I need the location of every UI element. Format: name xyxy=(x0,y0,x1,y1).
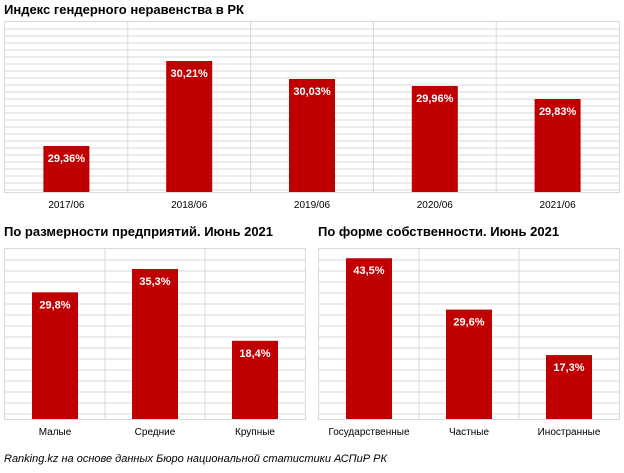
chart-1-title: Индекс гендерного неравенства в РК xyxy=(4,2,244,17)
bar xyxy=(346,258,392,419)
bar xyxy=(534,99,581,192)
bar xyxy=(446,309,492,419)
data-label: 29,6% xyxy=(453,317,484,329)
x-tick-label: 2020/06 xyxy=(417,200,454,211)
source-note: Ranking.kz на основе данных Бюро национа… xyxy=(4,453,387,465)
bar xyxy=(232,340,278,419)
x-tick-label: 2021/06 xyxy=(540,200,577,211)
x-tick-label: Государственные xyxy=(328,427,410,438)
data-label: 29,96% xyxy=(416,93,454,105)
chart-2-panel: 29,8% Малые 35,3% Средние 18,4% Крупные xyxy=(4,248,306,438)
chart-3-title: По форме собственности. Июнь 2021 xyxy=(318,224,560,239)
bar xyxy=(546,355,592,419)
x-tick-label: Малые xyxy=(39,427,72,438)
data-label: 30,03% xyxy=(293,86,331,98)
chart-2-title: По размерности предприятий. Июнь 2021 xyxy=(4,224,274,239)
bar xyxy=(43,146,90,192)
bar xyxy=(166,61,213,192)
bar xyxy=(132,268,178,419)
chart-3-panel: 43,5% Государственные 29,6% Частные 17,3% Ино… xyxy=(318,248,620,438)
data-label: 29,83% xyxy=(539,106,577,118)
x-tick-label: 2018/06 xyxy=(171,200,208,211)
bar xyxy=(289,79,335,192)
x-tick-label: Средние xyxy=(135,427,176,438)
chart-1-plot: 29,36% 2017/06 30,21% 2018/06 30,03% 2019/06 2… xyxy=(5,22,619,211)
x-tick-label: Иностранные xyxy=(538,427,601,438)
x-tick-label: Крупные xyxy=(235,427,275,438)
data-label: 43,5% xyxy=(353,265,384,277)
x-tick-label: 2017/06 xyxy=(48,200,85,211)
data-label: 29,8% xyxy=(39,299,70,311)
data-label: 18,4% xyxy=(239,348,270,360)
x-tick-label: 2019/06 xyxy=(294,200,331,211)
bar xyxy=(32,292,78,419)
bar xyxy=(411,86,458,192)
chart-2-plot: 29,8% Малые 35,3% Средние 18,4% Крупные xyxy=(5,249,305,438)
x-tick-label: Частные xyxy=(449,427,490,438)
data-label: 17,3% xyxy=(553,362,584,374)
chart-1-panel: 29,36% 2017/06 30,21% 2018/06 30,03% 2019/06 2… xyxy=(4,21,620,211)
data-label: 35,3% xyxy=(139,276,170,288)
data-label: 30,21% xyxy=(171,68,209,80)
data-label: 29,36% xyxy=(48,153,86,165)
chart-3-plot: 43,5% Государственные 29,6% Частные 17,3% Ино… xyxy=(319,249,619,438)
